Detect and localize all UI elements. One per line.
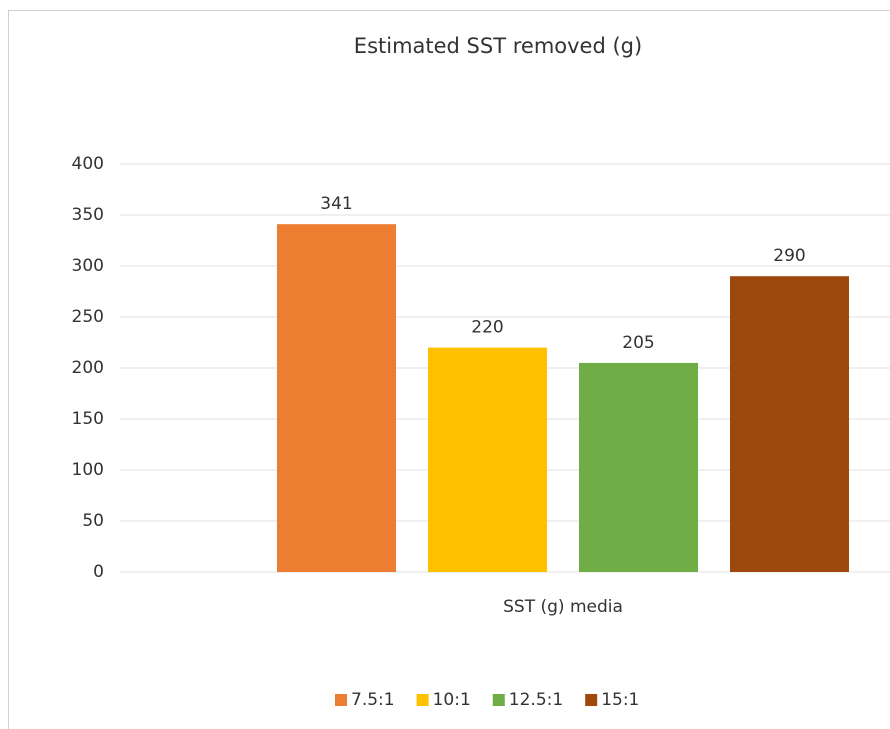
- legend-swatch: [335, 694, 347, 706]
- y-tick-label: 400: [72, 154, 104, 174]
- data-label: 290: [773, 246, 805, 266]
- bar: [277, 224, 396, 572]
- legend-label: 15:1: [601, 690, 639, 710]
- chart-frame: [8, 10, 890, 729]
- data-label: 341: [320, 194, 352, 214]
- legend-swatch: [492, 694, 505, 706]
- x-tick-label: SST (g) media: [503, 597, 623, 617]
- bar: [579, 362, 698, 572]
- legend-swatch: [416, 694, 429, 706]
- data-label: 220: [471, 318, 503, 338]
- chart-title: Estimated SST removed (g): [354, 34, 642, 58]
- y-tick-label: 50: [82, 511, 104, 531]
- y-tick-label: 100: [72, 460, 104, 480]
- y-tick-label: 150: [72, 409, 104, 429]
- data-label: 205: [622, 333, 654, 353]
- bar: [428, 347, 547, 572]
- y-tick-label: 0: [93, 562, 104, 582]
- bar: [730, 276, 849, 572]
- legend-label: 12.5:1: [509, 690, 563, 710]
- legend-swatch: [585, 694, 598, 706]
- y-tick-label: 350: [72, 205, 104, 225]
- legend-label: 10:1: [433, 690, 471, 710]
- y-tick-label: 250: [72, 307, 104, 327]
- legend-label: 7.5:1: [351, 690, 395, 710]
- y-tick-label: 300: [72, 256, 104, 276]
- y-tick-label: 200: [72, 358, 104, 378]
